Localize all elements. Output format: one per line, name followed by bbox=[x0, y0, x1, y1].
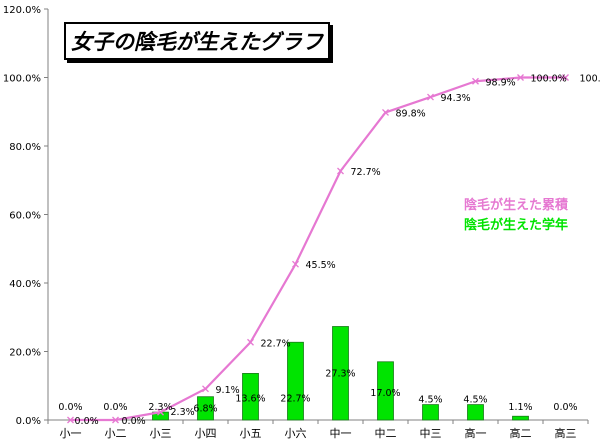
x-tick-label: 小二 bbox=[105, 427, 127, 440]
line-point-mark bbox=[202, 385, 209, 393]
line-point bbox=[157, 408, 164, 416]
line-point bbox=[292, 260, 299, 268]
bar-data-label: 17.0% bbox=[370, 388, 400, 399]
line-point-mark bbox=[247, 338, 254, 346]
bar bbox=[242, 373, 259, 421]
line-data-label: 22.7% bbox=[261, 338, 291, 349]
line-data-label: 45.5% bbox=[306, 260, 336, 271]
bar-data-label: 22.7% bbox=[280, 393, 310, 404]
bar-data-label: 4.5% bbox=[463, 395, 487, 406]
line-point bbox=[112, 416, 119, 424]
legend-grade: 陰毛が生えた学年 bbox=[463, 218, 568, 233]
line-point bbox=[517, 74, 524, 81]
chart-title: 女子の陰毛が生えたグラフ bbox=[64, 22, 330, 60]
line-data-label: 100.0% bbox=[531, 74, 567, 85]
cumulative-line-path bbox=[70, 76, 566, 422]
line-point-mark bbox=[472, 77, 479, 85]
line-point-mark bbox=[427, 93, 434, 101]
x-tick-label: 中三 bbox=[420, 427, 442, 440]
line-data-label: 100.0% bbox=[580, 74, 600, 85]
cumulative-line bbox=[67, 74, 569, 424]
x-tick-label: 小五 bbox=[240, 427, 262, 440]
y-tick-label: 40.0% bbox=[9, 279, 41, 290]
line-point bbox=[67, 416, 74, 424]
bar bbox=[467, 404, 484, 421]
axes: 0.0% 20.0% 40.0% 60.0% 80.0% 100.0% 120.0% 小一 小二… bbox=[3, 5, 589, 440]
bar bbox=[377, 361, 394, 421]
line-point-mark bbox=[112, 416, 119, 424]
line-point bbox=[247, 338, 254, 346]
line-point bbox=[202, 385, 209, 393]
bar-data-label: 2.3% bbox=[148, 402, 172, 413]
bar-data-label: 27.3% bbox=[325, 368, 355, 379]
bar-data-label: 0.0% bbox=[103, 402, 127, 413]
x-tick-label: 高三 bbox=[555, 426, 577, 440]
x-tick-label: 高一 bbox=[465, 426, 487, 440]
line-point bbox=[427, 93, 434, 101]
line-data-label: 98.9% bbox=[486, 77, 516, 88]
line-data-label: 0.0% bbox=[122, 416, 146, 427]
line-point bbox=[382, 108, 389, 116]
y-tick-label: 0.0% bbox=[16, 416, 41, 427]
bar-data-label: 1.1% bbox=[508, 402, 532, 413]
bar-data-label: 0.0% bbox=[553, 402, 577, 413]
bar-data-label: 0.0% bbox=[58, 402, 82, 413]
line-data-label: 2.3% bbox=[171, 407, 195, 418]
line-point bbox=[337, 167, 344, 175]
data-labels: 0.0% 0.0%2.3%9.1%22.7%45.5%72.7%89.8%94.3… bbox=[58, 74, 600, 428]
bar-data-label: 4.5% bbox=[418, 395, 442, 406]
x-tick-label: 中一 bbox=[330, 427, 352, 440]
bar bbox=[287, 341, 304, 421]
x-tick-label: 小一 bbox=[60, 427, 82, 440]
bar bbox=[197, 396, 214, 421]
bar bbox=[422, 404, 439, 421]
y-tick-label: 60.0% bbox=[9, 211, 41, 222]
x-tick-label: 小六 bbox=[285, 427, 307, 440]
line-data-label: 89.8% bbox=[396, 108, 426, 119]
y-tick-label: 100.0% bbox=[3, 74, 41, 85]
line-point bbox=[472, 77, 479, 85]
x-tick-label: 小四 bbox=[195, 427, 217, 440]
line-data-label: 0.0% bbox=[75, 416, 99, 427]
line-point-mark bbox=[337, 167, 344, 175]
line-point-mark bbox=[292, 260, 299, 268]
line-data-label: 94.3% bbox=[441, 93, 471, 104]
line-point bbox=[562, 74, 569, 81]
line-data-label: 9.1% bbox=[216, 385, 240, 396]
x-tick-label: 小三 bbox=[150, 427, 172, 440]
line-point-mark bbox=[562, 74, 569, 81]
bar-data-label: 13.6% bbox=[235, 393, 265, 404]
bar-data-label: 6.8% bbox=[193, 404, 217, 415]
bar bbox=[332, 326, 349, 421]
bars bbox=[152, 326, 529, 421]
line-point-mark bbox=[517, 74, 524, 81]
line-point-mark bbox=[382, 108, 389, 116]
line-data-label: 72.7% bbox=[351, 167, 381, 178]
legend-cumulative: 陰毛が生えた累積 bbox=[463, 198, 568, 213]
line-point-mark bbox=[67, 416, 74, 424]
y-tick-label: 80.0% bbox=[9, 142, 41, 153]
x-tick-label: 中二 bbox=[375, 427, 397, 440]
x-tick-label: 高二 bbox=[510, 426, 532, 440]
y-tick-label: 20.0% bbox=[9, 348, 41, 359]
bar bbox=[512, 415, 529, 421]
y-tick-label: 120.0% bbox=[3, 5, 41, 16]
line-point-mark bbox=[157, 408, 164, 416]
